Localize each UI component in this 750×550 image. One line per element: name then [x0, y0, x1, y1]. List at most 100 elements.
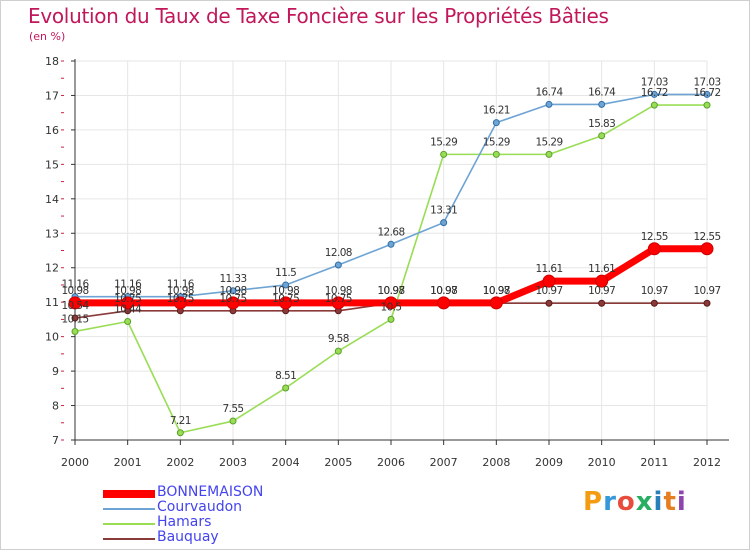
- y-tick-label: 12: [45, 262, 59, 275]
- legend-swatch: [103, 490, 155, 498]
- y-tick-label: 7: [52, 434, 59, 447]
- data-label: 10.98: [377, 285, 404, 297]
- data-point: [489, 296, 503, 310]
- data-label: 10.98: [219, 285, 246, 297]
- data-point: [121, 296, 135, 310]
- data-point: [176, 429, 184, 437]
- data-label: 11.16: [167, 279, 195, 291]
- y-tick-label: 18: [45, 55, 59, 68]
- data-point: [384, 296, 398, 310]
- data-point: [492, 150, 500, 158]
- chart-subtitle: (en %): [29, 30, 66, 43]
- data-label: 11.61: [588, 263, 615, 275]
- data-label: 12.55: [693, 231, 720, 243]
- data-point: [334, 261, 342, 269]
- x-tick-label: 2012: [693, 456, 721, 469]
- x-tick-label: 2007: [430, 456, 458, 469]
- x-tick-label: 2009: [535, 456, 563, 469]
- data-label: 15.29: [483, 136, 510, 148]
- data-label: 7.55: [223, 403, 244, 415]
- data-label: 10.75: [167, 293, 194, 305]
- x-tick-label: 2010: [588, 456, 616, 469]
- data-point: [440, 219, 448, 227]
- y-tick-label: 9: [52, 365, 59, 378]
- data-label: 16.72: [693, 87, 720, 99]
- data-point: [703, 90, 711, 98]
- data-label: 16.72: [641, 87, 668, 99]
- y-tick-label: 16: [45, 124, 59, 137]
- data-label: 8.51: [275, 370, 296, 382]
- x-tick-label: 2011: [640, 456, 668, 469]
- data-label: 10.97: [693, 285, 720, 297]
- y-tick-label: 14: [45, 193, 59, 206]
- data-point: [71, 314, 79, 322]
- data-point: [226, 296, 240, 310]
- data-point: [492, 119, 500, 127]
- data-label: 15.29: [535, 136, 562, 148]
- data-label: 17.03: [641, 76, 668, 88]
- data-point: [437, 296, 451, 310]
- data-point: [650, 90, 658, 98]
- data-label: 10.97: [430, 285, 457, 297]
- data-label: 16.21: [483, 105, 510, 117]
- legend-swatch: [103, 523, 155, 525]
- data-point: [650, 299, 658, 307]
- data-label: 10.75: [219, 293, 246, 305]
- legend-label: Bauquay: [157, 529, 219, 545]
- data-label: 10.75: [272, 293, 299, 305]
- data-label: 10.98: [167, 285, 194, 297]
- legend-label: Courvaudon: [157, 499, 243, 515]
- data-label: 7.21: [170, 415, 191, 427]
- legend-label: Hamars: [157, 514, 212, 530]
- data-point: [703, 101, 711, 109]
- data-point: [173, 296, 187, 310]
- data-label: 10.5: [381, 301, 402, 313]
- data-label: 10.75: [325, 293, 352, 305]
- data-label: 11.61: [535, 263, 562, 275]
- data-label: 10.98: [325, 285, 352, 297]
- data-point: [595, 274, 609, 288]
- data-label: 16.74: [535, 86, 563, 98]
- x-tick-label: 2006: [377, 456, 405, 469]
- data-point: [545, 299, 553, 307]
- data-label: 10.75: [114, 293, 141, 305]
- data-label: 10.98: [61, 285, 88, 297]
- data-point: [650, 101, 658, 109]
- data-label: 11.16: [114, 279, 142, 291]
- data-label: 10.15: [61, 313, 88, 325]
- data-label: 15.83: [588, 118, 615, 130]
- data-label: 10.97: [483, 285, 510, 297]
- x-tick-label: 2005: [324, 456, 352, 469]
- chart-title: Evolution du Taux de Taxe Foncière sur l…: [28, 4, 609, 28]
- data-point: [71, 327, 79, 335]
- data-point: [331, 296, 345, 310]
- data-label: 11.33: [219, 273, 246, 285]
- y-tick-label: 13: [45, 227, 59, 240]
- data-label: 12.55: [641, 231, 668, 243]
- data-point: [68, 296, 82, 310]
- data-label: 17.03: [693, 76, 720, 88]
- data-point: [282, 281, 290, 289]
- x-tick-label: 2000: [61, 456, 89, 469]
- data-label: 15.29: [430, 136, 457, 148]
- y-tick-label: 11: [45, 296, 59, 309]
- data-point: [124, 317, 132, 325]
- data-label: 11.16: [61, 279, 89, 291]
- data-point: [598, 132, 606, 140]
- legend-swatch: [103, 538, 155, 540]
- data-label: 13.31: [430, 205, 457, 217]
- data-label: 16.74: [588, 86, 616, 98]
- data-point: [282, 384, 290, 392]
- data-label: 10.98: [430, 285, 457, 297]
- data-point: [229, 287, 237, 295]
- data-label: 10.54: [61, 300, 89, 312]
- data-point: [703, 299, 711, 307]
- data-point: [387, 240, 395, 248]
- data-label: 10.98: [272, 285, 299, 297]
- data-label: 10.97: [588, 285, 615, 297]
- data-point: [440, 150, 448, 158]
- data-label: 11.5: [275, 267, 296, 279]
- data-point: [229, 417, 237, 425]
